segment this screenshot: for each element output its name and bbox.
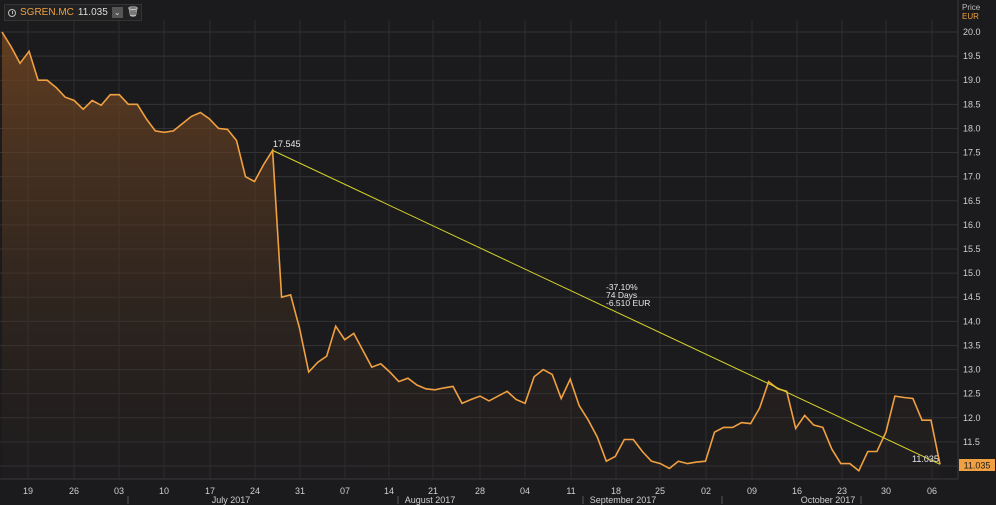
last-price-tag: 11.035 — [959, 459, 995, 471]
month-label: July 2017 — [212, 495, 251, 505]
currency-label: EUR — [962, 12, 979, 21]
x-tick-label: 21 — [428, 486, 438, 496]
x-tick-label: 26 — [69, 486, 79, 496]
last-price-tag-text: 11.035 — [964, 461, 991, 471]
x-tick-label: 16 — [792, 486, 802, 496]
y-tick-label: 12.5 — [963, 389, 981, 399]
x-tick-label: 06 — [927, 486, 937, 496]
x-tick-label: 19 — [23, 486, 33, 496]
x-tick-label: 25 — [655, 486, 665, 496]
x-tick-label: 11 — [566, 486, 575, 496]
x-tick-label: 14 — [384, 486, 394, 496]
month-label: September 2017 — [590, 495, 657, 505]
y-tick-label: 20.0 — [963, 27, 981, 37]
y-tick-label: 14.0 — [963, 316, 981, 326]
x-tick-label: 07 — [340, 486, 350, 496]
y-tick-label: 12.0 — [963, 413, 981, 423]
y-tick-label: 18.5 — [963, 99, 981, 109]
x-tick-label: 10 — [159, 486, 169, 496]
trend-end-label: 11.035 — [912, 454, 939, 464]
trash-icon[interactable]: 🗑 — [126, 7, 140, 18]
x-tick-label: 17 — [205, 486, 215, 496]
instrument-symbol[interactable]: SGREN.MC — [20, 7, 74, 18]
x-tick-label: 02 — [701, 486, 711, 496]
x-tick-label: 09 — [747, 486, 757, 496]
axis-header: Price EUR — [962, 3, 980, 21]
trend-days: 74 Days — [606, 290, 637, 300]
x-tick-label: 31 — [295, 486, 305, 496]
x-tick-label: 04 — [520, 486, 530, 496]
y-tick-label: 13.0 — [963, 365, 981, 375]
x-tick-label: 18 — [611, 486, 621, 496]
x-tick-label: 24 — [250, 486, 260, 496]
x-tick-label: 28 — [475, 486, 485, 496]
y-tick-label: 13.5 — [963, 340, 981, 350]
month-label: August 2017 — [405, 495, 456, 505]
clock-icon — [8, 8, 16, 17]
x-axis: 19 26 03 10 17 24 31 07 14 21 28 04 11 18 25 02 09 16 23 30… — [0, 478, 958, 505]
trendline[interactable] — [272, 149, 941, 465]
chevron-down-icon[interactable]: ⌄ — [111, 7, 123, 18]
y-tick-label: 15.5 — [963, 244, 981, 254]
trend-start-label: 17.545 — [273, 139, 301, 149]
y-tick-label: 19.0 — [963, 75, 981, 85]
trend-change: -6.510 EUR — [606, 298, 650, 308]
y-tick-label: 16.0 — [963, 220, 981, 230]
y-tick-label: 14.5 — [963, 292, 981, 302]
x-tick-label: 03 — [114, 486, 124, 496]
instrument-legend[interactable]: SGREN.MC 11.035 ⌄ 🗑 — [4, 4, 142, 21]
y-tick-label: 11.5 — [963, 437, 980, 447]
y-tick-label: 18.0 — [963, 123, 981, 133]
instrument-last-value: 11.035 — [77, 7, 108, 18]
y-tick-label: 17.5 — [963, 148, 981, 158]
price-axis-title: Price — [962, 3, 981, 12]
trend-stats: -37.10% 74 Days -6.510 EUR — [606, 282, 650, 308]
y-tick-label: 17.0 — [963, 172, 981, 182]
trend-percent: -37.10% — [606, 282, 638, 292]
y-tick-label: 16.5 — [963, 196, 981, 206]
y-tick-label: 15.0 — [963, 268, 981, 278]
last-price-tag-bg — [959, 459, 995, 471]
month-label: October 2017 — [801, 495, 856, 505]
x-tick-label: 30 — [881, 486, 891, 496]
y-tick-label: 19.5 — [963, 51, 981, 61]
x-tick-label: 23 — [837, 486, 847, 496]
